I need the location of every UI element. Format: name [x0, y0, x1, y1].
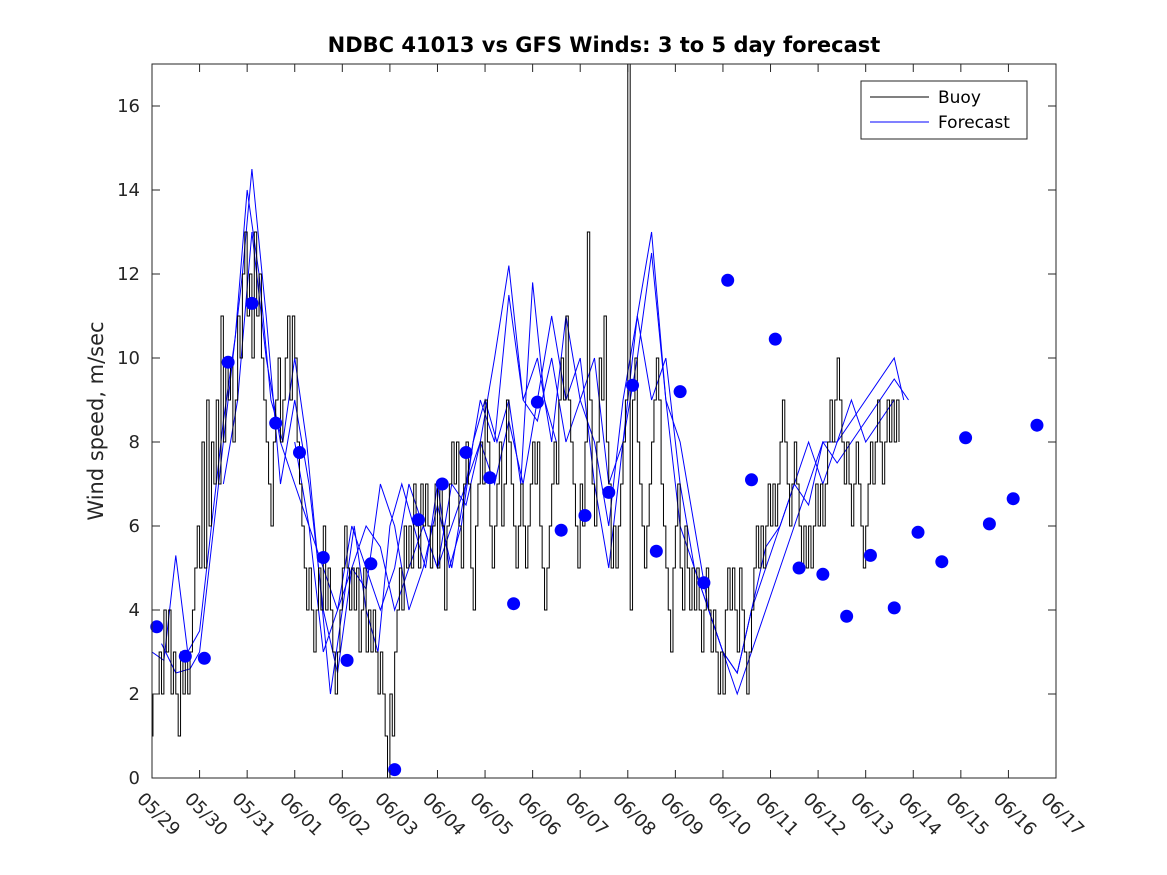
- forecast-marker-25: [744, 473, 758, 487]
- x-tick-label-7: 06/05: [466, 789, 518, 841]
- x-tick-label-17: 06/15: [941, 789, 993, 841]
- x-tick-label-19: 06/17: [1036, 789, 1088, 841]
- forecast-series: [152, 168, 909, 696]
- x-tick-label-1: 05/30: [180, 789, 232, 841]
- y-tick-label-12: 12: [117, 264, 140, 285]
- chart-title: NDBC 41013 vs GFS Winds: 3 to 5 day fore…: [328, 33, 881, 57]
- forecast-marker-13: [459, 446, 473, 459]
- forecast-marker-4: [245, 296, 259, 310]
- legend-forecast-label: Forecast: [938, 113, 1010, 133]
- legend-box: [860, 80, 1028, 140]
- y-tick-label-8: 8: [129, 432, 140, 453]
- forecast-marker-18: [578, 509, 592, 522]
- x-tick-label-15: 06/13: [846, 789, 898, 841]
- forecast-marker-30: [863, 548, 877, 562]
- y-axis: 0 2 4 6 8 10 12 14 16: [117, 96, 1056, 789]
- x-tick-label-3: 06/01: [275, 789, 327, 841]
- x-tick-label-8: 06/06: [513, 789, 565, 841]
- x-tick-label-5: 06/03: [370, 789, 422, 841]
- x-tick-label-10: 06/08: [608, 789, 660, 841]
- forecast-marker-6: [292, 446, 306, 459]
- x-tick-label-9: 06/07: [561, 789, 613, 841]
- forecast-marker-36: [1006, 492, 1020, 506]
- forecast-marker-24: [721, 273, 735, 287]
- forecast-marker-14: [483, 471, 497, 485]
- forecast-marker-29: [840, 609, 854, 623]
- forecast-marker-17: [554, 523, 568, 537]
- forecast-marker-23: [697, 576, 711, 590]
- y-tick-label-10: 10: [117, 348, 140, 369]
- forecast-marker-8: [340, 653, 354, 667]
- forecast-marker-27: [792, 561, 806, 575]
- forecast-marker-37: [1030, 418, 1044, 432]
- forecast-marker-0: [150, 620, 164, 634]
- forecast-marker-16: [530, 395, 544, 409]
- forecast-marker-2: [197, 651, 211, 665]
- forecast-marker-3: [221, 355, 235, 369]
- forecast-marker-22: [673, 385, 687, 399]
- x-tick-label-14: 06/12: [799, 789, 851, 841]
- forecast-marker-19: [602, 485, 616, 499]
- forecast-marker-7: [316, 551, 330, 564]
- x-tick-label-4: 06/02: [323, 789, 375, 841]
- y-tick-label-16: 16: [117, 96, 140, 117]
- legend: Buoy Forecast: [860, 80, 1028, 140]
- y-tick-label-14: 14: [117, 180, 140, 201]
- forecast-marker-35: [982, 517, 996, 531]
- forecast-marker-15: [507, 597, 521, 611]
- forecast-marker-20: [626, 378, 640, 392]
- y-tick-label-2: 2: [129, 684, 140, 705]
- forecast-marker-10: [388, 763, 402, 777]
- forecast-marker-33: [935, 555, 949, 569]
- forecast-marker-21: [649, 544, 663, 558]
- forecast-marker-26: [768, 332, 782, 346]
- forecast-marker-12: [435, 477, 449, 491]
- x-tick-label-18: 06/16: [989, 789, 1041, 841]
- forecast-run-line-0: [152, 189, 557, 695]
- y-tick-label-6: 6: [129, 516, 140, 537]
- y-tick-label-4: 4: [129, 600, 140, 621]
- forecast-marker-9: [364, 557, 378, 571]
- forecast-marker-34: [959, 431, 973, 445]
- buoy-line: [152, 64, 900, 778]
- x-tick-label-12: 06/10: [703, 789, 755, 841]
- forecast-markers: [150, 273, 1044, 777]
- forecast-run-line-3: [294, 231, 905, 675]
- forecast-marker-28: [816, 567, 830, 581]
- x-tick-label-6: 06/04: [418, 789, 470, 841]
- y-tick-label-0: 0: [129, 768, 140, 789]
- x-tick-label-11: 06/09: [656, 789, 708, 841]
- forecast-run-line-1: [161, 168, 909, 696]
- forecast-marker-32: [911, 525, 925, 539]
- x-tick-label-16: 06/14: [894, 789, 946, 841]
- x-tick-label-13: 06/11: [751, 789, 803, 841]
- x-tick-label-2: 05/31: [228, 789, 280, 841]
- plot-frame: [151, 63, 1057, 779]
- forecast-marker-5: [269, 416, 283, 430]
- x-axis: 05/2905/3005/3106/0106/0206/0306/0406/05…: [132, 64, 1088, 840]
- forecast-marker-1: [178, 649, 192, 663]
- x-tick-label-0: 05/29: [132, 789, 184, 841]
- y-axis-label: Wind speed, m/sec: [84, 321, 108, 520]
- forecast-marker-31: [887, 601, 901, 615]
- forecast-marker-11: [411, 513, 425, 527]
- buoy-series: [152, 64, 900, 778]
- legend-buoy-label: Buoy: [938, 88, 981, 108]
